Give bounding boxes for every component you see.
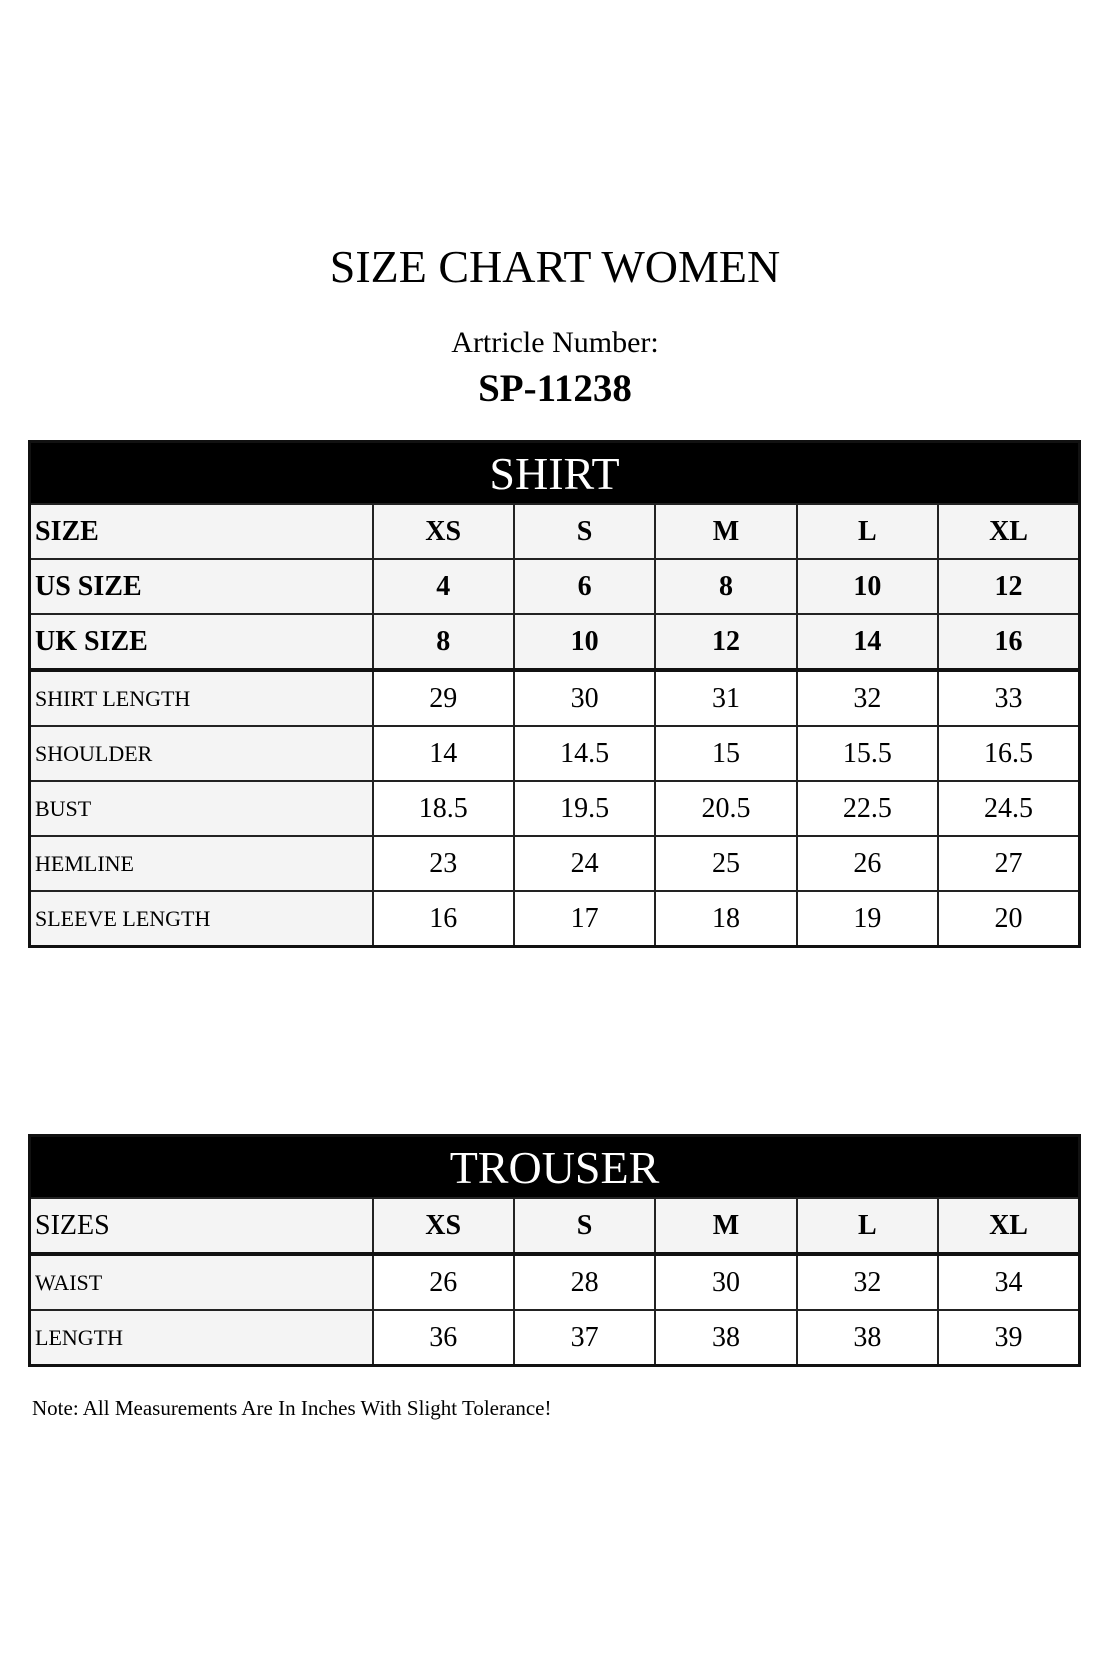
cell-value: 15 <box>654 725 798 782</box>
cell-value: M <box>654 1197 798 1256</box>
measurement-row: BUST 18.5 19.5 20.5 22.5 24.5 <box>28 780 1081 837</box>
cell-value: 16 <box>371 890 515 948</box>
cell-value: 22.5 <box>795 780 940 837</box>
cell-value: 30 <box>512 669 657 727</box>
cell-value: 29 <box>371 669 515 727</box>
cell-value: 12 <box>937 558 1081 615</box>
cell-value: 28 <box>512 1253 657 1311</box>
cell-value: 24 <box>512 835 657 892</box>
cell-value: 33 <box>937 669 1081 727</box>
cell-value: 39 <box>937 1309 1081 1367</box>
cell-value: L <box>795 503 940 560</box>
cell-value: 16.5 <box>937 725 1081 782</box>
row-label: UK SIZE <box>28 613 374 672</box>
cell-value: S <box>512 1197 657 1256</box>
cell-value: 25 <box>654 835 798 892</box>
cell-value: 32 <box>795 1253 940 1311</box>
cell-value: M <box>654 503 798 560</box>
shirt-heading: SHIRT <box>29 441 1080 504</box>
trouser-heading: TROUSER <box>29 1135 1080 1198</box>
cell-value: 24.5 <box>937 780 1081 837</box>
cell-value: XS <box>371 1197 515 1256</box>
page-title: SIZE CHART WOMEN <box>329 241 781 292</box>
cell-value: 17 <box>512 890 657 948</box>
row-label: US SIZE <box>28 558 374 615</box>
cell-value: 8 <box>654 558 798 615</box>
cell-value: 26 <box>795 835 940 892</box>
cell-value: XS <box>371 503 515 560</box>
cell-value: S <box>512 503 657 560</box>
cell-value: L <box>795 1197 940 1256</box>
cell-value: 36 <box>371 1309 515 1367</box>
cell-value: 19 <box>795 890 940 948</box>
cell-value: 26 <box>371 1253 515 1311</box>
measurement-note: Note: All Measurements Are In Inches Wit… <box>32 1396 552 1420</box>
cell-value: 20 <box>937 890 1081 948</box>
cell-value: 6 <box>512 558 657 615</box>
cell-value: 23 <box>371 835 515 892</box>
cell-value: 14.5 <box>512 725 657 782</box>
cell-value: XL <box>937 503 1081 560</box>
cell-value: 34 <box>937 1253 1081 1311</box>
measurement-row: WAIST 26 28 30 32 34 <box>28 1253 1081 1311</box>
cell-value: 27 <box>937 835 1081 892</box>
row-label: LENGTH <box>28 1309 374 1367</box>
cell-value: 10 <box>512 613 657 672</box>
cell-value: 14 <box>371 725 515 782</box>
cell-value: 30 <box>654 1253 798 1311</box>
cell-value: 38 <box>795 1309 940 1367</box>
article-number-label: Artricle Number: <box>451 326 659 359</box>
cell-value: 8 <box>371 613 515 672</box>
cell-value: 37 <box>512 1309 657 1367</box>
cell-value: 12 <box>654 613 798 672</box>
cell-value: 18 <box>654 890 798 948</box>
cell-value: 32 <box>795 669 940 727</box>
row-label: SHOULDER <box>28 725 374 782</box>
measurement-row: SLEEVE LENGTH 16 17 18 19 20 <box>28 890 1081 948</box>
row-label: BUST <box>28 780 374 837</box>
cell-value: 31 <box>654 669 798 727</box>
cell-value: 15.5 <box>795 725 940 782</box>
cell-value: 20.5 <box>654 780 798 837</box>
cell-value: 16 <box>937 613 1081 672</box>
cell-value: 10 <box>795 558 940 615</box>
measurement-row: LENGTH 36 37 38 38 39 <box>28 1309 1081 1367</box>
cell-value: 14 <box>795 613 940 672</box>
size-header-row: US SIZE 4 6 8 10 12 <box>28 558 1081 615</box>
cell-value: XL <box>937 1197 1081 1256</box>
row-label: SIZES <box>28 1197 374 1256</box>
measurement-row: SHOULDER 14 14.5 15 15.5 16.5 <box>28 725 1081 782</box>
row-label: HEMLINE <box>28 835 374 892</box>
cell-value: 18.5 <box>371 780 515 837</box>
cell-value: 19.5 <box>512 780 657 837</box>
article-number: SP-11238 <box>478 367 632 410</box>
size-header-row: SIZES XS S M L XL <box>28 1197 1081 1256</box>
shirt-size-table: SHIRT SIZE XS S M L XL US SIZE 4 6 8 10 12 UK SIZE 8 10… <box>28 440 1081 948</box>
trouser-size-table: TROUSER SIZES XS S M L XL WAIST 26 28 30 32 34 LENGTH… <box>28 1134 1081 1367</box>
row-label: WAIST <box>28 1253 374 1311</box>
cell-value: 38 <box>654 1309 798 1367</box>
row-label: SHIRT LENGTH <box>28 669 374 727</box>
cell-value: 4 <box>371 558 515 615</box>
measurement-row: SHIRT LENGTH 29 30 31 32 33 <box>28 669 1081 727</box>
measurement-row: HEMLINE 23 24 25 26 27 <box>28 835 1081 892</box>
size-header-row: UK SIZE 8 10 12 14 16 <box>28 613 1081 672</box>
row-label: SIZE <box>28 503 374 560</box>
size-header-row: SIZE XS S M L XL <box>28 503 1081 560</box>
row-label: SLEEVE LENGTH <box>28 890 374 948</box>
